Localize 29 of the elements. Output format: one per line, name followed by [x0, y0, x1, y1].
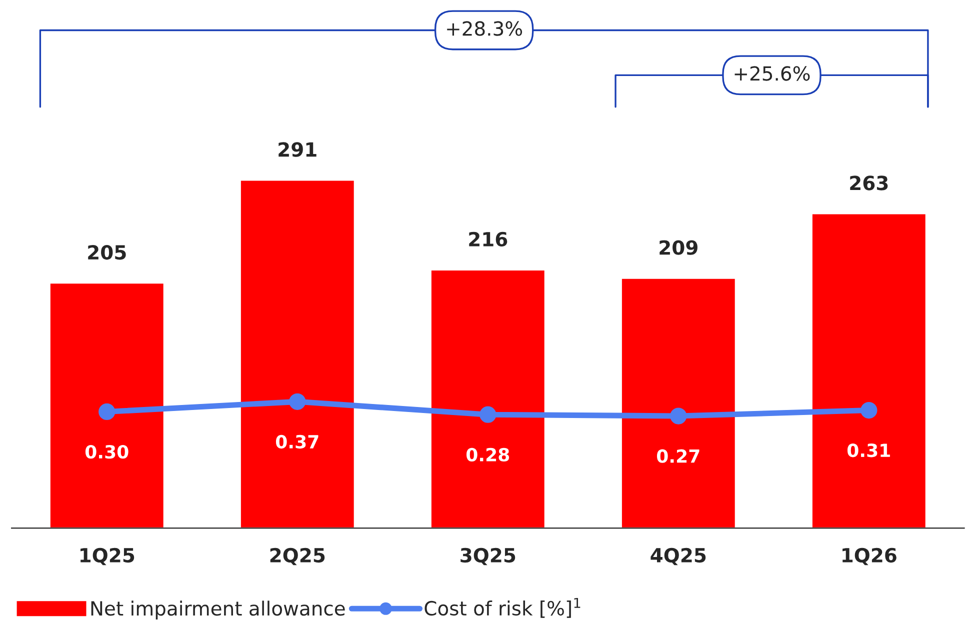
data-label: 209 [660, 240, 698, 255]
x-tick-label: 3Q25 [460, 548, 516, 566]
bar [620, 277, 736, 528]
data-label: 291 [278, 142, 316, 157]
data-label: 0.27 [656, 449, 700, 463]
point [98, 403, 116, 420]
point [670, 408, 687, 424]
bar [430, 269, 546, 528]
data-label: 0.28 [466, 448, 510, 462]
x-tick-label: 4Q25 [650, 548, 706, 566]
bar [49, 282, 165, 528]
legend-label: Net impairment allowance [91, 600, 345, 620]
data-label: 216 [469, 232, 508, 247]
data-label: 205 [88, 244, 126, 260]
data-label: 0.30 [85, 444, 128, 459]
x-tick-label: 2Q25 [270, 548, 325, 566]
bar [811, 212, 927, 528]
x-tick-label: 1Q25 [80, 548, 134, 566]
data-label: 0.31 [847, 444, 890, 458]
bar [240, 179, 356, 528]
point [860, 402, 878, 419]
data-label: 0.37 [276, 434, 318, 449]
text: +28.3% [447, 21, 522, 36]
x-tick-label: 1Q26 [842, 548, 896, 566]
data-label: 263 [850, 176, 888, 190]
legend-label: Cost of risk [%]$^{1}$ [424, 598, 580, 618]
point [480, 406, 496, 423]
text: +25.6% [734, 66, 810, 81]
point [289, 393, 306, 410]
